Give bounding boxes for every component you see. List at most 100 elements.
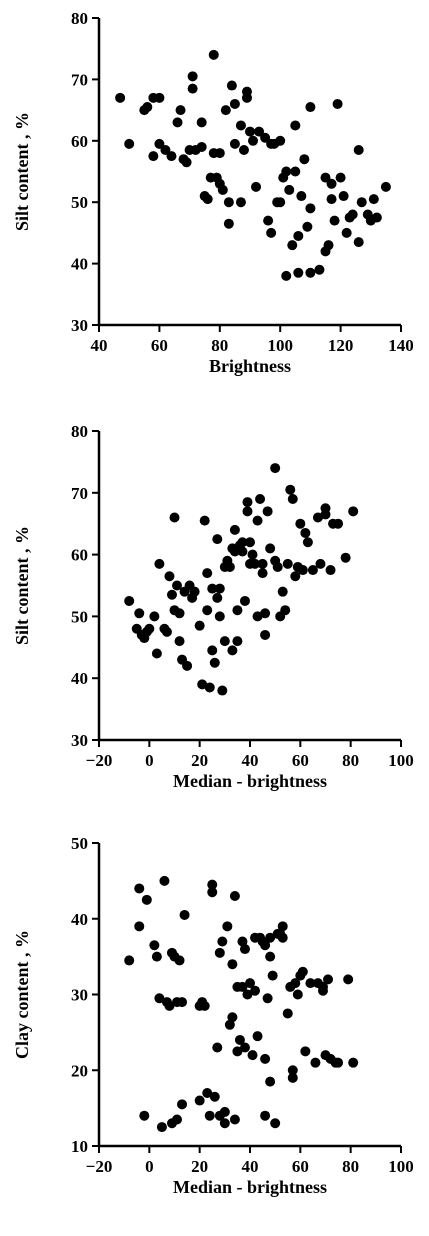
data-point — [239, 1042, 250, 1053]
data-point — [227, 1012, 238, 1023]
data-point — [151, 648, 162, 659]
data-point — [237, 537, 248, 548]
data-point — [242, 989, 253, 1000]
y-tick-label: 30 — [71, 731, 88, 750]
data-point — [281, 270, 292, 281]
data-point — [194, 1095, 205, 1106]
data-point — [265, 932, 276, 943]
x-tick-label: 60 — [292, 751, 309, 770]
y-axis-label: Silt content , % — [12, 112, 32, 231]
y-tick-label: 30 — [71, 316, 88, 335]
data-point — [199, 515, 210, 526]
data-point — [161, 626, 172, 637]
data-point — [270, 1118, 281, 1129]
data-point — [251, 181, 262, 192]
data-point — [187, 71, 198, 82]
data-point — [341, 227, 352, 238]
data-point — [380, 181, 391, 192]
data-point — [224, 561, 235, 572]
data-point — [207, 887, 218, 898]
data-point — [302, 537, 313, 548]
x-tick-label: 20 — [191, 751, 208, 770]
y-tick-label: 50 — [71, 193, 88, 212]
data-point — [219, 1106, 230, 1117]
data-point — [223, 197, 234, 208]
data-point — [229, 524, 240, 535]
data-point — [314, 264, 325, 275]
x-tick-label: 0 — [145, 751, 154, 770]
data-point — [232, 1046, 243, 1057]
data-point — [252, 515, 263, 526]
data-point — [174, 608, 185, 619]
y-tick-label: 50 — [71, 834, 88, 853]
data-point — [223, 218, 234, 229]
scatter-plot-2: 30 40 50 60 70 80 −20 0 20 40 60 80 100 Median - brig… — [12, 422, 414, 791]
y-tick-label: 30 — [71, 986, 88, 1005]
data-point — [214, 611, 225, 622]
data-point — [224, 1019, 235, 1030]
data-point — [134, 921, 145, 932]
data-point — [207, 645, 218, 656]
data-point — [212, 592, 223, 603]
data-point — [209, 1091, 220, 1102]
data-point — [232, 636, 243, 647]
data-point — [287, 493, 298, 504]
data-point — [348, 1057, 359, 1068]
data-point — [267, 970, 278, 981]
data-point — [229, 138, 240, 149]
data-point — [219, 1118, 230, 1129]
data-point — [265, 543, 276, 554]
data-point — [196, 141, 207, 152]
data-point — [217, 936, 228, 947]
data-point — [220, 105, 231, 116]
data-point — [177, 1099, 188, 1110]
x-axis-label: Brightness — [209, 356, 291, 376]
data-point — [353, 145, 364, 156]
data-point — [164, 571, 175, 582]
data-point — [257, 568, 268, 579]
data-point — [214, 947, 225, 958]
data-point — [305, 267, 316, 278]
data-point — [214, 148, 225, 159]
data-point — [260, 1110, 271, 1121]
data-point — [242, 506, 253, 517]
y-tick-label: 20 — [71, 1061, 88, 1080]
data-point — [290, 978, 301, 989]
data-point — [281, 166, 292, 177]
y-tick-label: 40 — [71, 669, 88, 688]
data-point — [272, 561, 283, 572]
data-point — [142, 102, 153, 113]
data-point — [217, 685, 228, 696]
data-point — [124, 595, 135, 606]
data-point — [237, 936, 248, 947]
data-point — [175, 105, 186, 116]
data-point — [182, 660, 193, 671]
data-point — [241, 92, 252, 103]
data-point — [172, 117, 183, 128]
data-point — [260, 940, 271, 951]
data-point — [164, 1000, 175, 1011]
data-point — [202, 568, 213, 579]
x-tick-label: 40 — [91, 336, 108, 355]
data-point — [151, 951, 162, 962]
data-point — [323, 974, 334, 985]
data-point — [280, 605, 291, 616]
data-point — [154, 92, 165, 103]
data-point — [177, 997, 188, 1008]
data-point — [174, 955, 185, 966]
data-point — [275, 135, 286, 146]
x-tick-label: 60 — [151, 336, 168, 355]
data-point — [266, 227, 277, 238]
x-tick-label: 80 — [342, 1157, 359, 1176]
data-point — [356, 197, 367, 208]
data-point — [237, 981, 248, 992]
data-point — [299, 154, 310, 165]
x-tick-label: 100 — [267, 336, 293, 355]
y-tick-label: 60 — [71, 132, 88, 151]
data-point — [307, 565, 318, 576]
data-point — [202, 605, 213, 616]
data-point — [305, 102, 316, 113]
data-point — [194, 620, 205, 631]
data-point — [285, 484, 296, 495]
data-point — [270, 463, 281, 474]
